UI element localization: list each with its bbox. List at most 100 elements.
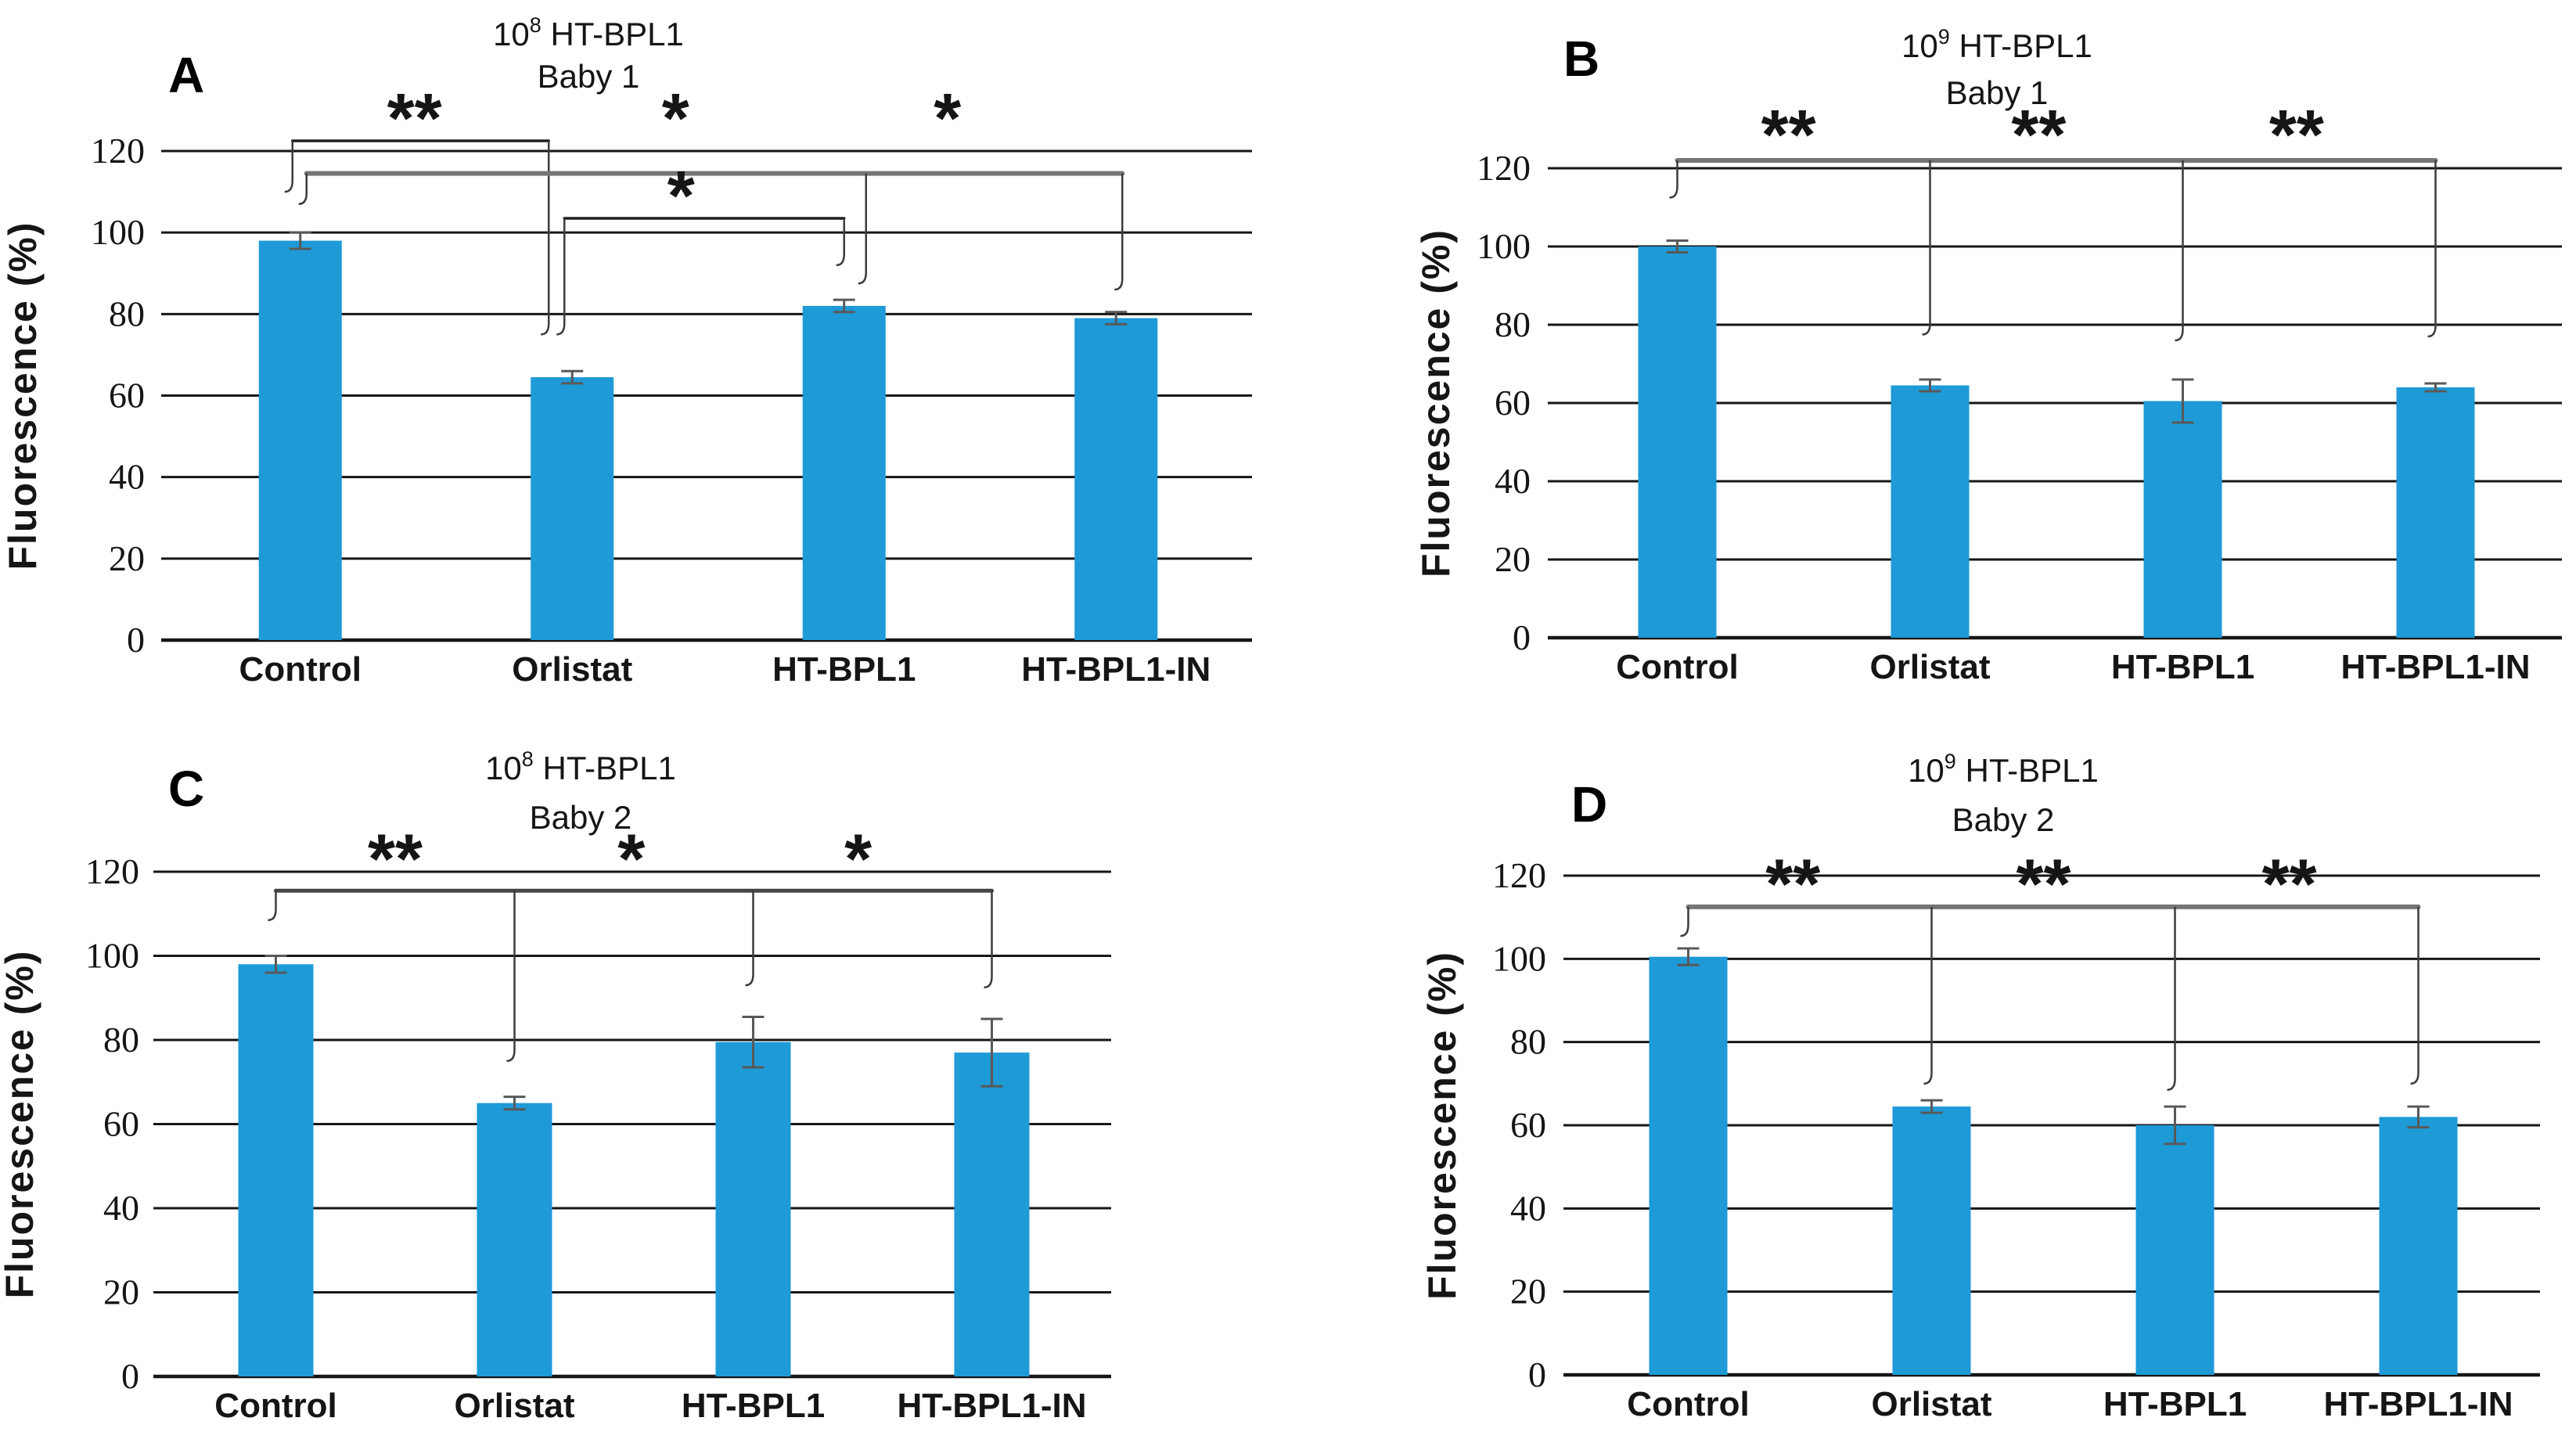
panel-label-C: C bbox=[168, 761, 204, 817]
sig-bracket-A-3 bbox=[556, 217, 846, 336]
error-bar-orlistat bbox=[1920, 1099, 1943, 1114]
bar-control bbox=[1649, 956, 1728, 1375]
bar-control bbox=[238, 964, 314, 1376]
x-category-label-orlistat: Orlistat bbox=[1869, 648, 1990, 686]
y-tick-label-80: 80 bbox=[109, 293, 145, 333]
y-tick-label-80: 80 bbox=[1510, 1022, 1546, 1062]
bracket-drop-line bbox=[745, 891, 754, 987]
panel-label-B: B bbox=[1563, 31, 1599, 87]
chart-title: 109 HT-BPL1 bbox=[1908, 750, 2099, 789]
sig-bracket-A-1 bbox=[284, 139, 550, 336]
sig-bracket-C-1 bbox=[268, 888, 994, 1063]
y-tick-label-80: 80 bbox=[103, 1020, 139, 1060]
chart-title: 108 HT-BPL1 bbox=[485, 747, 676, 786]
x-category-label-ht-bpl1: HT-BPL1 bbox=[2103, 1385, 2247, 1423]
y-tick-label-120: 120 bbox=[1492, 855, 1546, 895]
x-category-label-ht-bpl1-in: HT-BPL1-IN bbox=[898, 1387, 1087, 1425]
panel-label-A: A bbox=[168, 47, 204, 103]
y-tick-label-60: 60 bbox=[1510, 1105, 1546, 1145]
error-bar-ht-bpl1 bbox=[833, 298, 855, 314]
error-bar-ht-bpl1-in bbox=[980, 1017, 1003, 1088]
bar-orlistat bbox=[1891, 385, 1970, 638]
x-category-label-ht-bpl1-in: HT-BPL1-IN bbox=[2324, 1385, 2513, 1423]
bracket-drop-line bbox=[298, 173, 308, 205]
panel-label-D: D bbox=[1571, 776, 1607, 833]
y-tick-label-40: 40 bbox=[109, 457, 145, 497]
panel-D-chart: ** ** ** 0 20 40 60 80 100 120 Control Orlistat HT-B… bbox=[1288, 725, 2576, 1450]
y-tick-label-20: 20 bbox=[1495, 539, 1531, 579]
sig-bracket-B-1 bbox=[1669, 158, 2438, 342]
x-category-label-ht-bpl1: HT-BPL1 bbox=[772, 650, 916, 689]
y-axis-title: Fluorescence (%) bbox=[1, 221, 45, 570]
bracket-drop-line bbox=[984, 891, 993, 989]
x-category-label-control: Control bbox=[1616, 648, 1738, 686]
panel-C-plot-area: ** * * bbox=[153, 821, 1111, 1379]
y-axis-title: Fluorescence (%) bbox=[1414, 228, 1458, 577]
y-tick-label-40: 40 bbox=[1495, 461, 1531, 501]
x-category-label-orlistat: Orlistat bbox=[454, 1387, 574, 1425]
y-axis-title: Fluorescence (%) bbox=[0, 949, 41, 1298]
bar-ht-bpl1 bbox=[2143, 401, 2222, 638]
y-tick-label-120: 120 bbox=[91, 131, 145, 171]
chart-subtitle: Baby 2 bbox=[1952, 801, 2055, 838]
bracket-drop-line bbox=[506, 891, 516, 1063]
bar-ht-bpl1 bbox=[2135, 1125, 2214, 1375]
y-tick-label-60: 60 bbox=[1495, 383, 1531, 423]
error-bar-orlistat bbox=[503, 1096, 526, 1111]
x-category-label-control: Control bbox=[214, 1387, 336, 1425]
y-tick-label-120: 120 bbox=[1477, 148, 1531, 188]
y-tick-label-60: 60 bbox=[109, 376, 145, 416]
significance-label-D-3: ** bbox=[2262, 845, 2317, 923]
significance-label-B-2: ** bbox=[2011, 96, 2066, 175]
y-tick-label-0: 0 bbox=[121, 1356, 139, 1396]
error-bar-control bbox=[264, 955, 287, 974]
bracket-drop-line bbox=[284, 140, 293, 193]
chart-subtitle: Baby 1 bbox=[1946, 74, 2049, 111]
bracket-drop-line bbox=[1922, 160, 1931, 336]
bar-orlistat bbox=[531, 377, 614, 640]
y-tick-label-80: 80 bbox=[1495, 304, 1531, 344]
chart-subtitle: Baby 1 bbox=[538, 58, 640, 95]
significance-label-A-1: ** bbox=[387, 80, 442, 158]
bracket-drop-line bbox=[858, 173, 867, 285]
significance-label-C-1: ** bbox=[368, 821, 423, 899]
error-bar-control bbox=[1677, 947, 1700, 966]
bar-ht-bpl1-in bbox=[1074, 318, 1158, 640]
bracket-drop-line bbox=[2410, 906, 2419, 1085]
error-bar-ht-bpl1-in bbox=[1105, 311, 1128, 326]
bracket-drop-line bbox=[1114, 173, 1124, 291]
y-tick-label-100: 100 bbox=[1477, 226, 1531, 266]
bracket-drop-line bbox=[541, 140, 550, 336]
bracket-drop-line bbox=[2427, 160, 2437, 338]
bar-ht-bpl1-in bbox=[954, 1052, 1030, 1376]
error-bar-orlistat bbox=[561, 369, 584, 385]
sig-bracket-A-2 bbox=[298, 171, 1125, 291]
y-tick-label-40: 40 bbox=[103, 1188, 139, 1228]
x-category-label-control: Control bbox=[239, 650, 362, 689]
significance-label-A-3: * bbox=[934, 80, 961, 158]
y-tick-label-100: 100 bbox=[1492, 938, 1546, 978]
y-tick-label-40: 40 bbox=[1510, 1188, 1546, 1228]
x-category-label-ht-bpl1: HT-BPL1 bbox=[2111, 648, 2254, 686]
y-tick-label-0: 0 bbox=[127, 620, 145, 660]
significance-label-A-4: * bbox=[667, 157, 695, 236]
bar-orlistat bbox=[477, 1103, 552, 1376]
error-bar-ht-bpl1 bbox=[2171, 378, 2194, 424]
x-category-label-orlistat: Orlistat bbox=[512, 650, 632, 689]
panel-B-chart: ** ** ** 0 20 40 60 80 100 120 Control Orlistat HT-B… bbox=[1288, 0, 2576, 725]
significance-label-B-1: ** bbox=[1761, 96, 1816, 175]
x-category-label-orlistat: Orlistat bbox=[1871, 1385, 1991, 1423]
x-category-label-ht-bpl1-in: HT-BPL1-IN bbox=[2341, 648, 2531, 686]
bracket-drop-line bbox=[2175, 160, 2184, 342]
bar-orlistat bbox=[1892, 1106, 1971, 1375]
bracket-drop-line bbox=[2167, 906, 2176, 1092]
sig-bracket-D-1 bbox=[1680, 904, 2421, 1092]
error-bar-ht-bpl1 bbox=[2164, 1105, 2186, 1146]
chart-title: 109 HT-BPL1 bbox=[1901, 25, 2092, 64]
bracket-drop-line bbox=[556, 218, 566, 336]
error-bar-ht-bpl1 bbox=[742, 1015, 765, 1069]
x-category-label-ht-bpl1-in: HT-BPL1-IN bbox=[1021, 650, 1211, 689]
bar-ht-bpl1-in bbox=[2379, 1117, 2458, 1375]
